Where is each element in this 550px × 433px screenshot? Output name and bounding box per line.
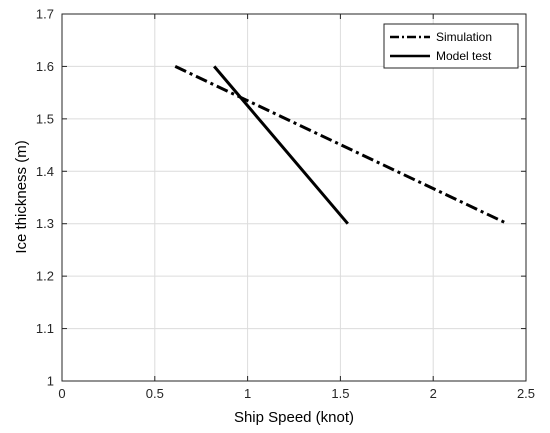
legend: Simulation Model test (383, 23, 519, 69)
y-tick-label: 1.7 (36, 7, 54, 22)
x-tick-label: 1 (244, 386, 251, 401)
x-tick-label: 2.5 (517, 386, 535, 401)
legend-label-simulation: Simulation (436, 30, 492, 44)
y-tick-label: 1.5 (36, 111, 54, 126)
x-tick-label: 1.5 (331, 386, 349, 401)
x-tick-label: 0 (58, 386, 65, 401)
y-tick-label: 1.3 (36, 216, 54, 231)
x-tick-label: 0.5 (146, 386, 164, 401)
plot-area (62, 14, 526, 381)
y-tick-label: 1.2 (36, 269, 54, 284)
series-line-simulation (174, 65, 509, 226)
y-tick-label: 1.6 (36, 59, 54, 74)
axis-ticks: 0 0.5 1 1.5 2 2.5 1 1.1 1.2 1.3 1.4 1.5 1.6 1.7 (36, 7, 535, 402)
legend-label-model-test: Model test (436, 49, 492, 63)
y-tick-label: 1.1 (36, 321, 54, 336)
plot-frame (61, 13, 527, 382)
y-tick-label: 1 (47, 374, 54, 389)
x-tick-label: 2 (430, 386, 437, 401)
series-line-model-test (213, 65, 349, 225)
series-layer (174, 65, 509, 226)
y-axis-label: Ice thickness (m) (13, 140, 30, 253)
x-axis-label: Ship Speed (knot) (234, 409, 354, 426)
y-tick-label: 1.4 (36, 164, 54, 179)
legend-box (383, 23, 519, 69)
